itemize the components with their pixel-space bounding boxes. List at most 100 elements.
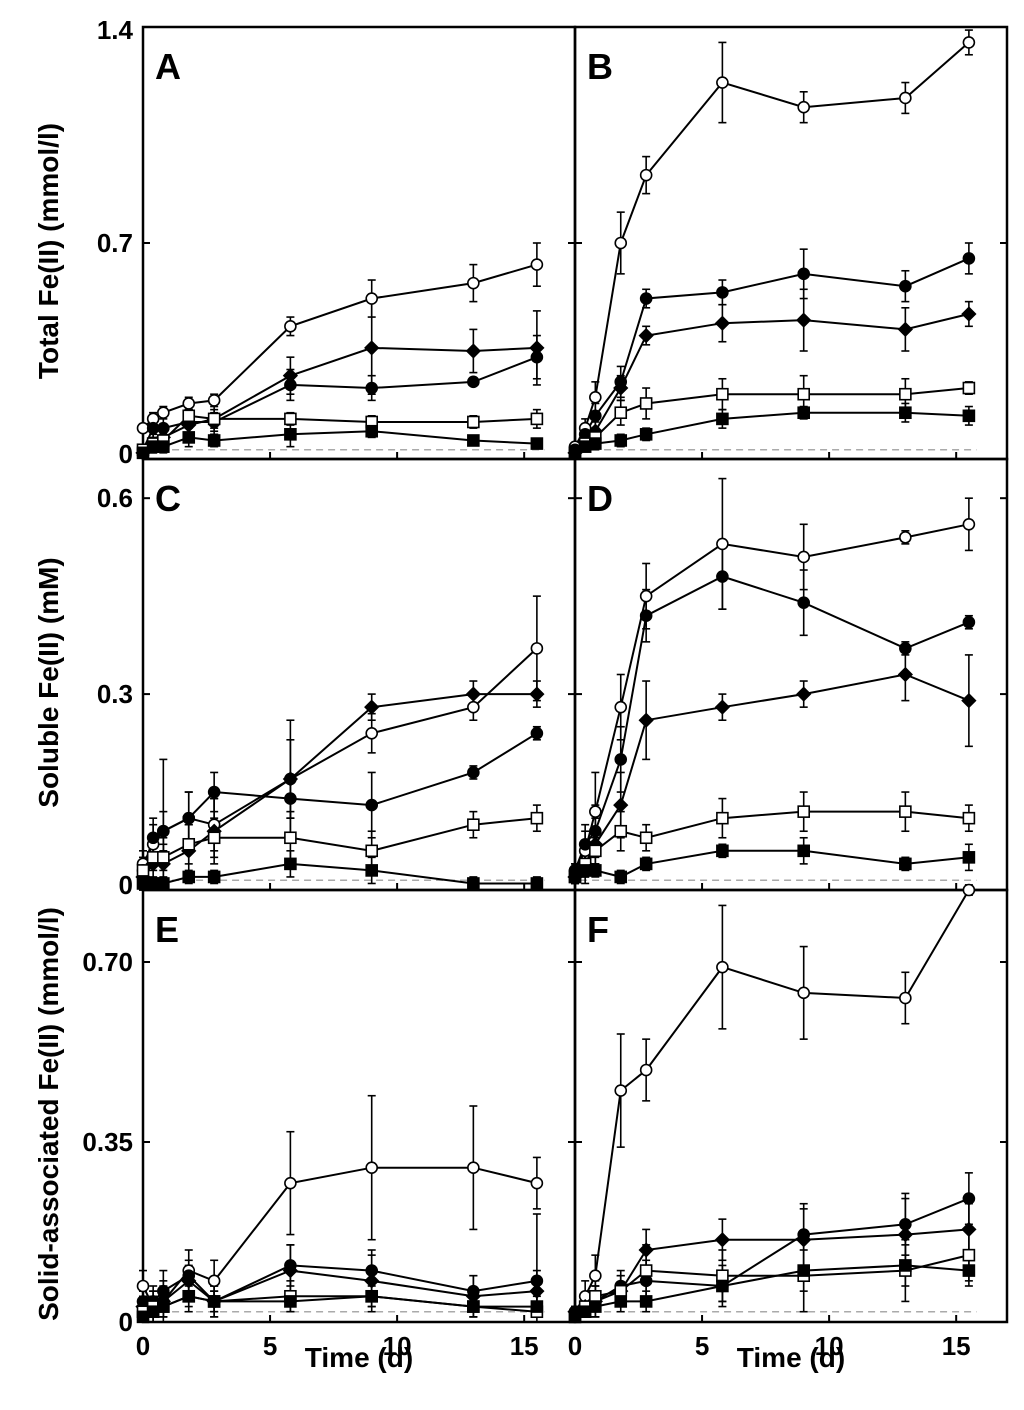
data-point-filled-square <box>899 1259 912 1272</box>
data-point-filled-diamond <box>282 368 299 384</box>
data-point-open-square <box>614 824 628 838</box>
data-point-open-circle <box>614 236 628 250</box>
data-point-filled-square <box>589 1300 602 1313</box>
x-axis-title: Time (d) <box>305 1342 413 1373</box>
data-point-filled-square <box>365 424 379 438</box>
series-line-open-circle <box>574 889 970 1313</box>
data-point-filled-square <box>614 1295 628 1308</box>
data-point-open-circle <box>157 406 170 420</box>
panel-frames <box>141 25 1009 1324</box>
data-point-filled-square <box>207 870 221 884</box>
detection-limit-lines <box>148 448 977 1313</box>
data-point-filled-circle <box>962 1192 976 1205</box>
data-point-filled-square <box>157 877 170 890</box>
data-point-open-square <box>639 397 653 410</box>
data-point-open-circle <box>365 726 379 740</box>
data-point-open-circle <box>589 805 602 818</box>
data-point-open-square <box>530 811 544 825</box>
data-point-filled-circle <box>899 279 912 293</box>
data-point-filled-circle <box>797 596 811 609</box>
data-point-filled-circle <box>716 286 729 299</box>
data-point-filled-square <box>568 870 582 884</box>
data-point-filled-diamond <box>529 340 545 356</box>
data-point-filled-diamond <box>961 692 977 709</box>
data-point-filled-diamond <box>613 797 629 813</box>
data-point-open-square <box>962 381 976 395</box>
data-point-filled-circle <box>639 1274 653 1288</box>
data-point-open-circle <box>136 421 150 435</box>
data-point-filled-square <box>136 446 150 460</box>
x-tick-label: 5 <box>263 1331 277 1361</box>
panel-label-e: E <box>155 909 179 950</box>
data-point-filled-circle <box>639 292 653 305</box>
data-point-open-circle <box>530 1176 544 1190</box>
data-point-open-square <box>589 1289 602 1303</box>
data-point-filled-circle <box>589 409 602 423</box>
data-point-filled-circle <box>962 615 976 629</box>
series-line-filled-diamond <box>574 673 970 878</box>
x-tick-label: 15 <box>510 1331 539 1361</box>
data-point-filled-circle <box>899 642 912 655</box>
data-point-filled-circle <box>467 766 480 779</box>
panel-label-d: D <box>587 478 613 519</box>
data-point-filled-square <box>578 1305 592 1319</box>
data-point-filled-square <box>182 870 196 884</box>
data-point-filled-square <box>962 851 976 864</box>
data-point-open-square <box>207 831 221 845</box>
x-tick-label: 5 <box>695 1331 709 1361</box>
data-point-filled-diamond <box>364 699 380 715</box>
data-point-open-square <box>899 387 912 401</box>
data-point-open-circle <box>614 1084 628 1097</box>
data-point-filled-circle <box>146 421 160 435</box>
data-point-filled-diamond <box>897 321 913 338</box>
data-point-open-circle <box>899 991 912 1005</box>
data-point-filled-circle <box>639 609 653 623</box>
data-point-filled-diamond <box>638 1242 654 1258</box>
data-point-filled-diamond <box>364 1273 380 1289</box>
panel-label-f: F <box>587 909 609 950</box>
data-point-filled-square <box>589 437 602 450</box>
series-line-filled-circle <box>574 1197 970 1313</box>
data-point-filled-square <box>182 431 196 444</box>
x-tick-label: 10 <box>383 1331 412 1361</box>
data-point-filled-square <box>797 1264 811 1277</box>
data-point-filled-square <box>716 1279 729 1293</box>
data-point-open-square <box>797 387 811 401</box>
panel-label-b: B <box>587 46 613 87</box>
y-tick-label: 0.35 <box>82 1127 133 1157</box>
y-tick-label: 1.4 <box>97 15 134 45</box>
data-point-filled-circle <box>467 375 480 389</box>
data-point-open-circle <box>899 91 912 105</box>
data-point-filled-square <box>578 864 592 877</box>
data-point-filled-square <box>467 434 480 447</box>
panel-label-a: A <box>155 46 181 87</box>
data-point-filled-diamond <box>714 699 731 715</box>
y-axis-title: Solid-associated Fe(II) (mmol/l) <box>33 907 64 1321</box>
data-point-filled-square <box>962 409 976 423</box>
data-point-filled-square <box>899 406 912 420</box>
y-tick-label: 0.3 <box>97 679 133 709</box>
series-line-filled-circle <box>574 575 970 871</box>
data-point-open-circle <box>797 550 811 564</box>
data-point-filled-diamond <box>796 686 812 702</box>
data-point-filled-square <box>716 844 729 858</box>
x-tick-label: 0 <box>568 1331 582 1361</box>
data-point-filled-square <box>530 1300 544 1313</box>
data-point-filled-square <box>614 434 628 447</box>
y-tick-label: 0 <box>119 439 133 469</box>
data-point-filled-square <box>568 446 582 460</box>
series-lines <box>142 41 970 1318</box>
data-point-open-square <box>614 1284 628 1298</box>
series-line-open-circle <box>142 1166 538 1308</box>
data-point-open-square <box>614 406 628 420</box>
series-line-filled-diamond <box>142 693 537 878</box>
data-point-open-square <box>962 1248 976 1262</box>
data-point-filled-square <box>962 1264 976 1277</box>
data-point-open-circle <box>639 168 653 182</box>
series-line-open-circle <box>574 41 970 448</box>
data-point-filled-diamond <box>961 306 977 322</box>
data-point-open-circle <box>530 258 544 271</box>
data-point-open-circle <box>639 589 653 603</box>
